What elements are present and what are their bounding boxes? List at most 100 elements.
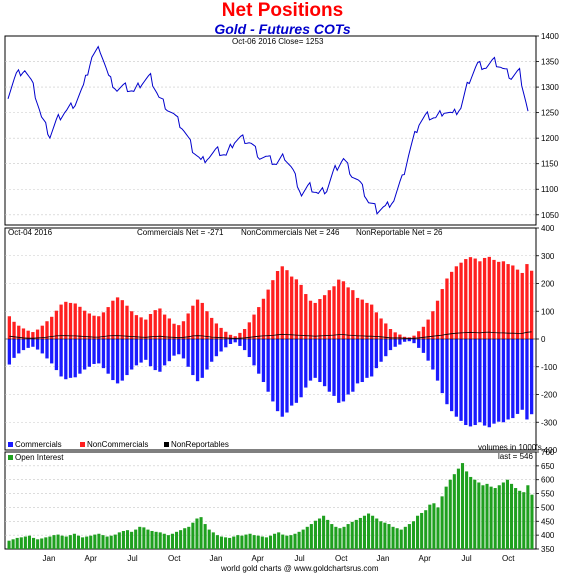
open-interest-bar xyxy=(224,537,228,549)
nonreportables-net-label: NonReportable Net = 26 xyxy=(356,228,443,237)
noncommercials-bar xyxy=(421,326,426,339)
commercials-bar xyxy=(464,339,468,426)
noncommercials-bar xyxy=(435,300,440,339)
commercials-bar xyxy=(177,339,181,355)
commercials-bar xyxy=(205,339,209,370)
open-interest-bar xyxy=(326,519,330,549)
noncommercials-bar xyxy=(101,312,106,339)
open-interest-bar xyxy=(244,534,248,549)
commercials-bar xyxy=(21,339,26,351)
commercials-bar xyxy=(64,339,68,380)
open-interest-bar xyxy=(170,533,175,549)
open-interest-bar xyxy=(399,529,403,549)
noncommercials-bar xyxy=(332,286,336,339)
oi-y-tick-label: 650 xyxy=(541,462,555,471)
commercials-bar xyxy=(440,339,444,394)
open-interest-bar xyxy=(199,517,203,549)
open-interest-bar xyxy=(273,533,277,549)
price-y-tick-label: 1100 xyxy=(541,185,559,194)
open-interest-bar xyxy=(81,537,85,549)
noncommercials-bar xyxy=(341,281,346,339)
cot-y-tick-label: 400 xyxy=(541,224,555,233)
open-interest-bar xyxy=(85,536,89,549)
price-annotation: Oct-06 2016 Close= 1253 xyxy=(232,37,324,46)
open-interest-bar xyxy=(424,510,428,549)
x-month-label: Apr xyxy=(85,554,98,563)
noncommercials-bar xyxy=(144,319,148,339)
open-interest-bar xyxy=(493,488,497,549)
open-interest-bar xyxy=(158,532,162,549)
noncommercials-bar xyxy=(247,322,251,339)
legend: Commercials NonCommercials NonReportable… xyxy=(8,440,229,449)
open-interest-bar xyxy=(252,535,256,549)
noncommercials-bar xyxy=(158,308,162,339)
noncommercials-bar xyxy=(228,334,233,339)
open-interest-bar xyxy=(179,530,183,549)
price-y-tick-label: 1200 xyxy=(541,134,559,143)
open-interest-bar xyxy=(362,515,367,549)
noncommercials-bar xyxy=(468,257,473,339)
noncommercials-bar xyxy=(177,325,181,339)
commercials-bar xyxy=(59,339,63,377)
open-interest-bar xyxy=(334,526,338,549)
commercials-bar xyxy=(12,339,16,358)
noncommercials-bar xyxy=(290,276,294,339)
noncommercials-net-label: NonCommercials Net = 246 xyxy=(241,228,340,237)
commercials-bar xyxy=(318,339,322,383)
open-interest-bar xyxy=(228,537,232,549)
open-interest-bar xyxy=(456,468,460,549)
open-interest-bar xyxy=(379,521,383,549)
open-interest-bar xyxy=(138,526,142,549)
net-positions-bars xyxy=(5,256,536,428)
commercials-bar xyxy=(148,339,153,367)
noncommercials-bar xyxy=(242,329,247,339)
price-grid xyxy=(5,61,536,216)
open-interest-bar xyxy=(232,536,236,549)
commercials-bar xyxy=(412,339,416,344)
open-interest-bar xyxy=(68,535,72,549)
open-interest-bar xyxy=(48,536,52,549)
noncommercials-bar xyxy=(78,306,82,339)
noncommercials-bar xyxy=(45,321,49,339)
commercials-bar xyxy=(346,339,350,395)
commercials-bar xyxy=(214,339,219,357)
noncommercials-bar xyxy=(327,290,331,339)
noncommercials-bar xyxy=(440,289,444,339)
open-interest-bar xyxy=(285,535,289,549)
commercials-bar xyxy=(134,339,139,366)
cot-y-tick-label: -100 xyxy=(541,363,558,372)
x-month-label: Apr xyxy=(252,554,265,563)
legend-label-open-interest: Open Interest xyxy=(15,453,64,462)
noncommercials-bar xyxy=(322,295,327,339)
open-interest-bar xyxy=(432,503,436,549)
open-interest-bar xyxy=(36,539,40,549)
open-interest-bar xyxy=(522,492,526,549)
commercials-bar xyxy=(68,339,73,378)
open-interest-bar xyxy=(346,524,350,549)
open-interest-bar xyxy=(154,531,158,549)
cot-y-tick-label: 200 xyxy=(541,280,555,289)
open-interest-bar xyxy=(142,527,146,549)
open-interest-bar xyxy=(497,485,501,549)
commercials-bar xyxy=(398,339,402,345)
oi-y-tick-label: 500 xyxy=(541,503,555,512)
commercials-bar xyxy=(487,339,491,428)
noncommercials-bar xyxy=(478,261,482,339)
open-interest-bar xyxy=(440,496,444,549)
noncommercials-bar xyxy=(31,332,35,339)
noncommercials-bar xyxy=(525,264,529,339)
noncommercials-bar xyxy=(233,336,237,339)
noncommercials-bar xyxy=(346,287,350,339)
commercials-bar xyxy=(360,339,364,383)
commercials-bar xyxy=(275,339,280,412)
noncommercials-bar xyxy=(252,314,256,339)
open-interest-bar xyxy=(64,536,68,549)
price-y-tick-label: 1400 xyxy=(541,32,559,41)
noncommercials-bar xyxy=(153,310,157,339)
commercials-bar xyxy=(125,339,129,376)
open-interest-bar xyxy=(330,524,334,549)
open-interest-bar xyxy=(509,483,514,549)
price-y-tick-label: 1250 xyxy=(541,109,559,118)
open-interest-bar xyxy=(211,532,215,549)
commercials-bar xyxy=(195,339,200,382)
